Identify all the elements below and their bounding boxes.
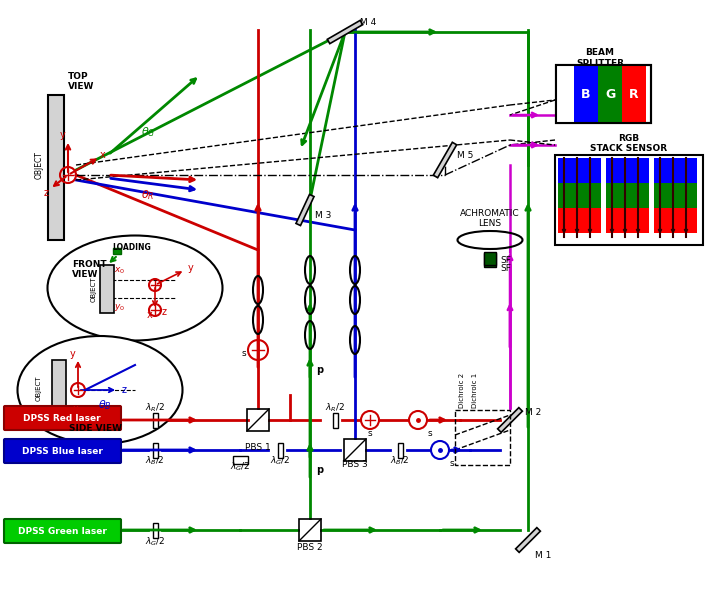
Text: $y_0$: $y_0$: [114, 302, 126, 313]
Text: Dichroic 1: Dichroic 1: [472, 373, 478, 408]
Bar: [152, 442, 157, 458]
Text: x: x: [73, 404, 79, 414]
Bar: [277, 442, 282, 458]
Text: p: p: [316, 465, 323, 475]
Text: $\lambda_R/2$: $\lambda_R/2$: [325, 402, 345, 414]
Text: B: B: [581, 88, 591, 101]
Ellipse shape: [47, 236, 222, 340]
Text: R: R: [629, 88, 639, 101]
Text: OBJECT: OBJECT: [35, 151, 44, 179]
Text: $\lambda_B/2$: $\lambda_B/2$: [145, 455, 165, 467]
Text: SF: SF: [500, 256, 511, 265]
Bar: [598, 65, 622, 123]
Bar: [606, 208, 649, 233]
Text: z: z: [122, 385, 127, 395]
Text: BEAM
SPLITTER: BEAM SPLITTER: [576, 49, 624, 67]
Bar: [52, 360, 66, 418]
Bar: [397, 442, 402, 458]
Text: PBS 3: PBS 3: [342, 459, 368, 468]
Bar: [606, 158, 649, 183]
Text: SF: SF: [500, 263, 511, 272]
Bar: [654, 158, 697, 183]
Text: M 3: M 3: [315, 211, 331, 220]
Bar: [232, 456, 248, 464]
Bar: [455, 410, 510, 465]
Text: DPSS Green laser: DPSS Green laser: [18, 526, 107, 536]
Bar: [558, 208, 601, 233]
Text: OBJECT: OBJECT: [36, 375, 42, 401]
Text: y: y: [69, 349, 75, 359]
Text: G: G: [605, 88, 615, 101]
Bar: [558, 158, 601, 183]
Text: PBS 1: PBS 1: [245, 442, 271, 452]
Polygon shape: [515, 527, 540, 552]
Bar: [344, 439, 366, 461]
Bar: [654, 208, 697, 233]
Bar: [152, 413, 157, 427]
Text: $\lambda_B/2$: $\lambda_B/2$: [390, 455, 410, 467]
Text: M 5: M 5: [457, 150, 474, 159]
Bar: [556, 65, 574, 123]
Text: $\theta_B$: $\theta_B$: [98, 398, 112, 412]
Text: z: z: [44, 188, 49, 198]
Text: FRONT
VIEW: FRONT VIEW: [72, 260, 107, 279]
Text: ACHROMATIC
LENS: ACHROMATIC LENS: [460, 208, 520, 228]
Text: DPSS Red laser: DPSS Red laser: [23, 413, 101, 423]
Text: Dichroic 2: Dichroic 2: [459, 373, 465, 408]
Text: $\lambda_G/2$: $\lambda_G/2$: [270, 455, 290, 467]
Text: SIDE VIEW: SIDE VIEW: [68, 423, 121, 433]
Text: M 4: M 4: [360, 18, 376, 27]
Text: $\lambda_G/2$: $\lambda_G/2$: [145, 536, 165, 548]
Text: DPSS Blue laser: DPSS Blue laser: [22, 446, 102, 455]
Text: $\theta_R$: $\theta_R$: [141, 188, 155, 202]
Text: s: s: [241, 349, 246, 358]
Bar: [654, 183, 697, 208]
Bar: [622, 65, 646, 123]
Text: RGB
STACK SENSOR: RGB STACK SENSOR: [590, 134, 668, 153]
Text: LOADING: LOADING: [113, 243, 151, 252]
Text: s: s: [428, 429, 432, 437]
Bar: [556, 65, 651, 123]
Text: s: s: [368, 429, 372, 437]
Bar: [113, 248, 121, 254]
Bar: [247, 409, 269, 431]
Text: x: x: [146, 310, 152, 320]
Bar: [100, 265, 114, 313]
Bar: [48, 95, 64, 240]
Bar: [299, 519, 321, 541]
Bar: [558, 183, 601, 208]
Text: x: x: [100, 150, 106, 160]
Text: $\lambda_G/2$: $\lambda_G/2$: [230, 461, 250, 473]
Text: y: y: [188, 263, 193, 273]
Bar: [152, 523, 157, 538]
Text: PBS 2: PBS 2: [297, 542, 323, 552]
Bar: [555, 155, 703, 245]
Bar: [606, 183, 649, 208]
Bar: [574, 65, 598, 123]
Polygon shape: [328, 20, 363, 44]
Ellipse shape: [18, 336, 182, 444]
FancyBboxPatch shape: [4, 439, 121, 463]
Text: M 2: M 2: [525, 407, 542, 417]
FancyBboxPatch shape: [4, 406, 121, 430]
Text: s: s: [450, 458, 455, 468]
Polygon shape: [433, 142, 457, 178]
FancyBboxPatch shape: [4, 519, 121, 543]
Text: y: y: [59, 130, 65, 140]
Polygon shape: [296, 194, 314, 226]
Bar: [556, 65, 651, 123]
Text: p: p: [316, 365, 323, 375]
Polygon shape: [498, 408, 522, 432]
Text: M 1: M 1: [535, 552, 551, 561]
Text: $\theta_G$: $\theta_G$: [140, 125, 155, 139]
Text: OBJECT: OBJECT: [91, 276, 97, 302]
Text: z: z: [162, 307, 167, 317]
Text: TOP
VIEW: TOP VIEW: [68, 72, 95, 91]
Text: $\lambda_R/2$: $\lambda_R/2$: [145, 402, 165, 414]
Bar: [333, 413, 337, 427]
Text: $x_0$: $x_0$: [114, 265, 126, 276]
Bar: [484, 253, 496, 267]
Bar: [484, 252, 496, 265]
